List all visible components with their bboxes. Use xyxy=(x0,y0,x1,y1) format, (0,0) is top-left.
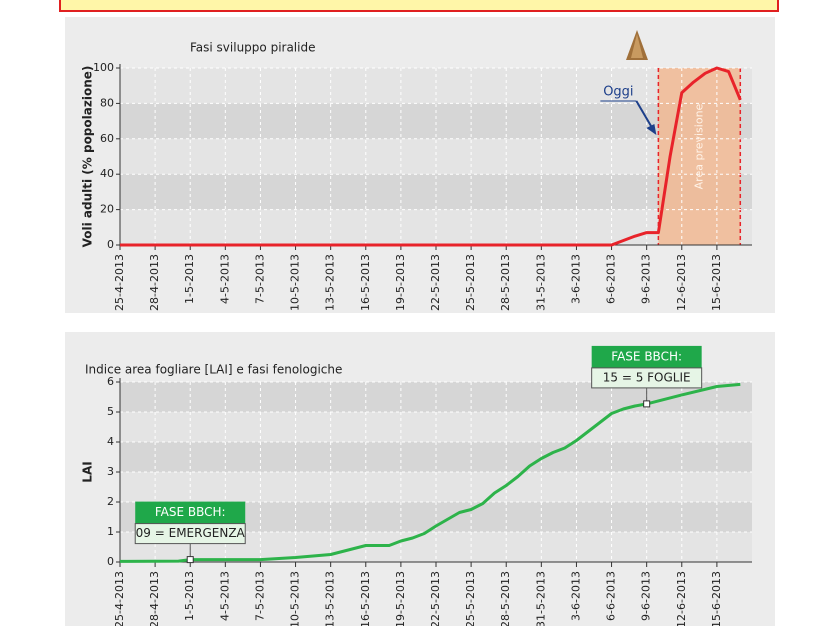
y-tick-label: 4 xyxy=(107,435,114,448)
x-tick-label: 1-5-2013 xyxy=(183,571,196,621)
y-tick-label: 60 xyxy=(100,132,114,145)
callout-label: 15 = 5 FOGLIE xyxy=(603,370,691,384)
x-tick-label: 7-5-2013 xyxy=(253,254,266,304)
x-tick-label: 16-5-2013 xyxy=(359,571,372,626)
y-tick-label: 80 xyxy=(100,96,114,109)
y-tick-label: 3 xyxy=(107,465,114,478)
callout-title: FASE BBCH: xyxy=(611,349,682,363)
x-tick-label: 19-5-2013 xyxy=(394,254,407,311)
x-tick-label: 6-6-2013 xyxy=(605,571,618,621)
x-tick-label: 13-5-2013 xyxy=(324,254,337,311)
y-tick-label: 2 xyxy=(107,495,114,508)
y-tick-label: 100 xyxy=(93,61,114,74)
y-tick-label: 5 xyxy=(107,405,114,418)
x-tick-label: 28-4-2013 xyxy=(148,254,161,311)
x-tick-label: 3-6-2013 xyxy=(569,254,582,304)
phase-point xyxy=(644,401,650,407)
x-tick-label: 15-6-2013 xyxy=(710,254,723,311)
x-tick-label: 31-5-2013 xyxy=(534,254,547,311)
today-label: Oggi xyxy=(603,85,633,100)
x-tick-label: 3-6-2013 xyxy=(569,571,582,621)
x-tick-label: 28-4-2013 xyxy=(148,571,161,626)
y-tick-label: 6 xyxy=(107,375,114,388)
x-tick-label: 25-4-2013 xyxy=(113,254,126,311)
x-tick-label: 1-5-2013 xyxy=(183,254,196,304)
x-tick-label: 15-6-2013 xyxy=(710,571,723,626)
band xyxy=(120,103,752,138)
x-tick-label: 28-5-2013 xyxy=(499,254,512,311)
y-tick-label: 40 xyxy=(100,167,114,180)
x-tick-label: 25-4-2013 xyxy=(113,571,126,626)
x-tick-label: 25-5-2013 xyxy=(464,254,477,311)
callout-title: FASE BBCH: xyxy=(155,505,226,519)
y-tick-label: 1 xyxy=(107,525,114,538)
x-tick-label: 25-5-2013 xyxy=(464,571,477,626)
x-tick-label: 10-5-2013 xyxy=(289,254,302,311)
y-tick-label: 20 xyxy=(100,203,114,216)
chart-title: Indice area fogliare [LAI] e fasi fenolo… xyxy=(85,363,342,377)
screen: Area previsione02040608010025-4-201328-4… xyxy=(0,0,821,626)
y-axis-label: Voli adulti (% popolazione) xyxy=(81,66,95,248)
x-tick-label: 12-6-2013 xyxy=(675,254,688,311)
x-tick-label: 9-6-2013 xyxy=(640,254,653,304)
x-tick-label: 22-5-2013 xyxy=(429,571,442,626)
chart-title: Fasi sviluppo piralide xyxy=(190,41,315,55)
x-tick-label: 22-5-2013 xyxy=(429,254,442,311)
y-tick-label: 0 xyxy=(107,238,114,251)
banner xyxy=(60,0,778,11)
forecast-label: Area previsione xyxy=(692,103,705,189)
x-tick-label: 6-6-2013 xyxy=(605,254,618,304)
band xyxy=(120,174,752,209)
x-tick-label: 9-6-2013 xyxy=(640,571,653,621)
callout-label: 09 = EMERGENZA xyxy=(136,526,246,540)
x-tick-label: 12-6-2013 xyxy=(675,571,688,626)
x-tick-label: 16-5-2013 xyxy=(359,254,372,311)
x-tick-label: 4-5-2013 xyxy=(218,254,231,304)
x-tick-label: 10-5-2013 xyxy=(289,571,302,626)
x-tick-label: 7-5-2013 xyxy=(253,571,266,621)
x-tick-label: 19-5-2013 xyxy=(394,571,407,626)
y-axis-label: LAI xyxy=(81,461,95,482)
x-tick-label: 4-5-2013 xyxy=(218,571,231,621)
y-tick-label: 0 xyxy=(107,555,114,568)
x-tick-label: 28-5-2013 xyxy=(499,571,512,626)
x-tick-label: 13-5-2013 xyxy=(324,571,337,626)
phase-point xyxy=(187,557,193,563)
x-tick-label: 31-5-2013 xyxy=(534,571,547,626)
